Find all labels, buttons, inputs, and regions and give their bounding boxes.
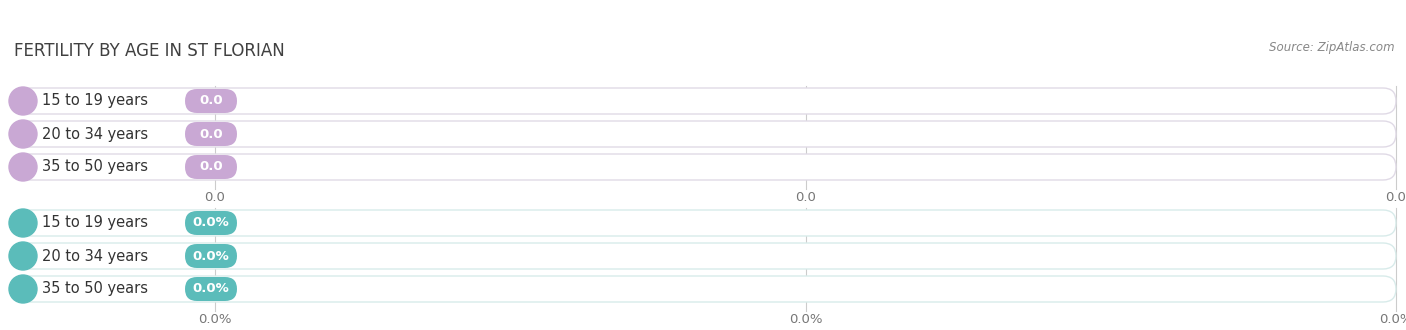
- Circle shape: [8, 242, 37, 270]
- Text: 0.0%: 0.0%: [193, 249, 229, 262]
- Text: 0.0: 0.0: [200, 94, 222, 108]
- FancyBboxPatch shape: [10, 154, 1396, 180]
- Text: 0.0: 0.0: [200, 160, 222, 174]
- FancyBboxPatch shape: [186, 89, 238, 113]
- FancyBboxPatch shape: [10, 276, 1396, 302]
- Circle shape: [8, 275, 37, 303]
- Text: 0.0: 0.0: [1385, 191, 1406, 204]
- Text: 35 to 50 years: 35 to 50 years: [42, 159, 148, 175]
- Circle shape: [8, 120, 37, 148]
- Text: 20 to 34 years: 20 to 34 years: [42, 248, 148, 263]
- FancyBboxPatch shape: [186, 277, 238, 301]
- Text: 0.0%: 0.0%: [789, 313, 823, 326]
- Text: FERTILITY BY AGE IN ST FLORIAN: FERTILITY BY AGE IN ST FLORIAN: [14, 42, 285, 60]
- Circle shape: [8, 153, 37, 181]
- Text: Source: ZipAtlas.com: Source: ZipAtlas.com: [1270, 41, 1395, 54]
- FancyBboxPatch shape: [10, 121, 1396, 147]
- FancyBboxPatch shape: [186, 155, 238, 179]
- FancyBboxPatch shape: [10, 210, 1396, 236]
- FancyBboxPatch shape: [186, 122, 238, 146]
- Circle shape: [8, 87, 37, 115]
- Text: 0.0%: 0.0%: [1379, 313, 1406, 326]
- FancyBboxPatch shape: [10, 243, 1396, 269]
- FancyBboxPatch shape: [186, 211, 238, 235]
- Text: 0.0: 0.0: [794, 191, 815, 204]
- Text: 0.0: 0.0: [204, 191, 225, 204]
- Text: 0.0%: 0.0%: [198, 313, 232, 326]
- FancyBboxPatch shape: [186, 244, 238, 268]
- Text: 15 to 19 years: 15 to 19 years: [42, 215, 148, 230]
- Text: 20 to 34 years: 20 to 34 years: [42, 126, 148, 142]
- Text: 0.0%: 0.0%: [193, 216, 229, 229]
- Text: 35 to 50 years: 35 to 50 years: [42, 281, 148, 296]
- Text: 0.0: 0.0: [200, 127, 222, 141]
- FancyBboxPatch shape: [10, 88, 1396, 114]
- Text: 15 to 19 years: 15 to 19 years: [42, 93, 148, 109]
- Circle shape: [8, 209, 37, 237]
- Text: 0.0%: 0.0%: [193, 282, 229, 295]
